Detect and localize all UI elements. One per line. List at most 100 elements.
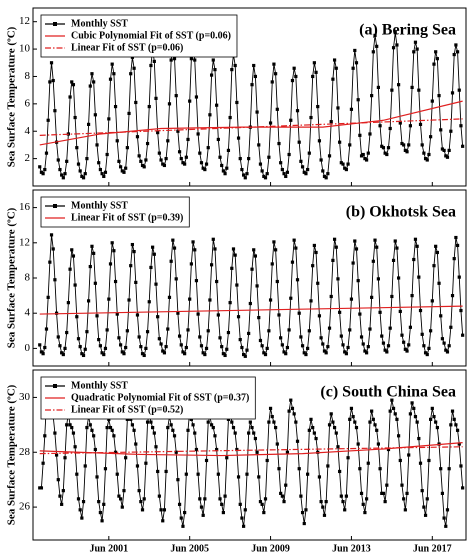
data-point: [290, 260, 295, 264]
data-point: [279, 161, 283, 165]
data-point: [242, 352, 246, 357]
data-point: [145, 420, 150, 424]
data-point: [172, 434, 177, 438]
data-point: [65, 330, 69, 335]
data-point: [151, 245, 155, 249]
data-point: [279, 491, 283, 495]
data-point: [353, 239, 357, 243]
data-point: [112, 72, 116, 76]
data-point: [363, 510, 367, 515]
data-point: [132, 428, 136, 432]
data-point: [188, 99, 192, 103]
data-point: [61, 176, 65, 180]
data-point: [162, 351, 167, 355]
data-point: [51, 247, 55, 251]
y-tick-label: 30: [19, 391, 31, 403]
data-point: [198, 497, 202, 501]
data-point: [176, 311, 180, 315]
data-point: [300, 344, 305, 348]
data-point: [351, 415, 355, 419]
data-point: [38, 165, 42, 169]
data-point: [181, 524, 185, 528]
data-point: [267, 420, 271, 424]
data-point: [240, 167, 244, 172]
data-point: [435, 57, 439, 61]
data-point: [461, 486, 465, 490]
data-point: [193, 58, 197, 62]
data-point: [75, 315, 79, 319]
data-point: [417, 275, 421, 279]
data-point: [450, 409, 455, 413]
data-point: [119, 165, 123, 169]
data-point: [440, 491, 445, 495]
data-point: [245, 472, 249, 476]
data-point: [445, 508, 450, 512]
data-point: [353, 420, 357, 424]
data-point: [405, 349, 409, 353]
data-point: [349, 107, 354, 111]
data-point: [270, 415, 274, 419]
data-point: [221, 352, 225, 356]
panel: Sea Surface Temperature (ºC) 0 4 8 12 16 (b) O…: [6, 189, 467, 367]
data-point: [334, 245, 338, 249]
data-point: [255, 450, 259, 454]
data-point: [102, 502, 106, 506]
data-point: [455, 243, 460, 248]
data-point: [366, 461, 370, 465]
plot-frame: [32, 7, 467, 187]
data-point: [193, 431, 197, 435]
data-point: [270, 262, 274, 266]
data-point: [199, 344, 204, 348]
data-point: [78, 508, 82, 512]
data-point: [208, 113, 212, 117]
data-point: [407, 343, 411, 347]
data-point: [63, 172, 67, 176]
data-point: [257, 316, 261, 320]
data-point: [356, 442, 360, 446]
data-point: [56, 335, 60, 339]
data-point: [166, 327, 170, 331]
data-point: [81, 176, 86, 180]
data-point: [258, 162, 263, 166]
data-point: [408, 124, 413, 128]
data-point: [171, 238, 175, 242]
data-point: [247, 331, 251, 336]
y-tick-label: 6: [25, 97, 31, 109]
data-point: [405, 491, 409, 495]
data-point: [317, 314, 322, 318]
data-point: [240, 345, 244, 350]
data-point: [295, 278, 300, 282]
data-point: [177, 150, 182, 154]
data-point: [213, 434, 217, 438]
data-point: [135, 313, 140, 317]
y-tick-label: 12: [19, 236, 30, 248]
data-point: [339, 494, 343, 498]
data-point: [169, 58, 173, 62]
data-point: [76, 337, 81, 341]
series-line: [39, 446, 463, 455]
data-point: [324, 176, 328, 180]
data-point: [294, 420, 298, 424]
data-point: [346, 345, 350, 350]
data-point: [100, 519, 104, 523]
data-point: [198, 151, 202, 155]
data-point: [44, 327, 49, 331]
data-point: [413, 40, 418, 44]
data-point: [425, 158, 429, 162]
data-point: [220, 345, 224, 349]
data-point: [262, 351, 266, 355]
data-point: [144, 158, 148, 162]
data-point: [86, 299, 91, 303]
data-point: [39, 486, 44, 490]
legend-frame: [40, 376, 256, 420]
data-point: [429, 417, 433, 421]
data-point: [383, 151, 387, 155]
data-point: [363, 349, 367, 353]
data-point: [71, 254, 76, 258]
data-point: [334, 431, 338, 435]
data-point: [253, 436, 257, 441]
data-point: [274, 248, 278, 252]
data-point: [183, 510, 187, 515]
data-point: [263, 497, 268, 501]
